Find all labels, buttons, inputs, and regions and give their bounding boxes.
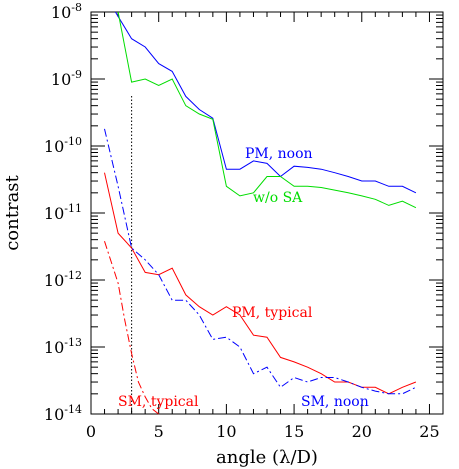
series-label-sm-typical: SM, typical: [118, 394, 199, 410]
x-tick-label: 25: [419, 422, 439, 441]
x-tick-label: 0: [86, 422, 96, 441]
y-tick-label: 10-13: [44, 336, 82, 357]
series-layer: [104, 11, 417, 415]
y-tick-label: 10-12: [44, 269, 82, 290]
series-label-pm-noon: PM, noon: [245, 146, 313, 162]
y-tick-label: 10-14: [44, 403, 82, 424]
series-label-sm-noon: SM, noon: [301, 394, 369, 410]
series-label-pm-typical: PM, typical: [232, 305, 313, 321]
x-tick-label: 20: [352, 422, 372, 441]
series-line-w-o-sa: [117, 11, 417, 209]
tick-labels: 0 5 10 15 20 25 10-14 10-13 10-12 10-11 10-10 10-9 1…: [44, 1, 440, 441]
y-tick-label: 10-9: [51, 68, 82, 89]
x-tick-label: 15: [284, 422, 304, 441]
series-line-pm-typical: [104, 172, 417, 395]
x-axis-title: angle (λ/D): [216, 447, 318, 468]
plot-frame: [90, 11, 444, 415]
axis-ticks: [90, 12, 444, 415]
y-tick-label: 10-8: [51, 1, 82, 22]
series-label-wo-sa: w/o SA: [253, 190, 303, 206]
x-tick-label: 5: [154, 422, 164, 441]
series-line-sm-noon: [104, 128, 417, 395]
x-tick-label: 10: [216, 422, 236, 441]
y-tick-label: 10-11: [44, 202, 82, 223]
y-tick-label: 10-10: [44, 135, 82, 156]
series-line-pm-noon: [114, 11, 417, 194]
y-axis-title: contrast: [2, 174, 23, 250]
series-line-sm-typical: [104, 241, 160, 415]
